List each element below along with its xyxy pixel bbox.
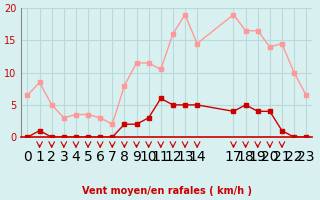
X-axis label: Vent moyen/en rafales ( km/h ): Vent moyen/en rafales ( km/h )	[82, 186, 252, 196]
